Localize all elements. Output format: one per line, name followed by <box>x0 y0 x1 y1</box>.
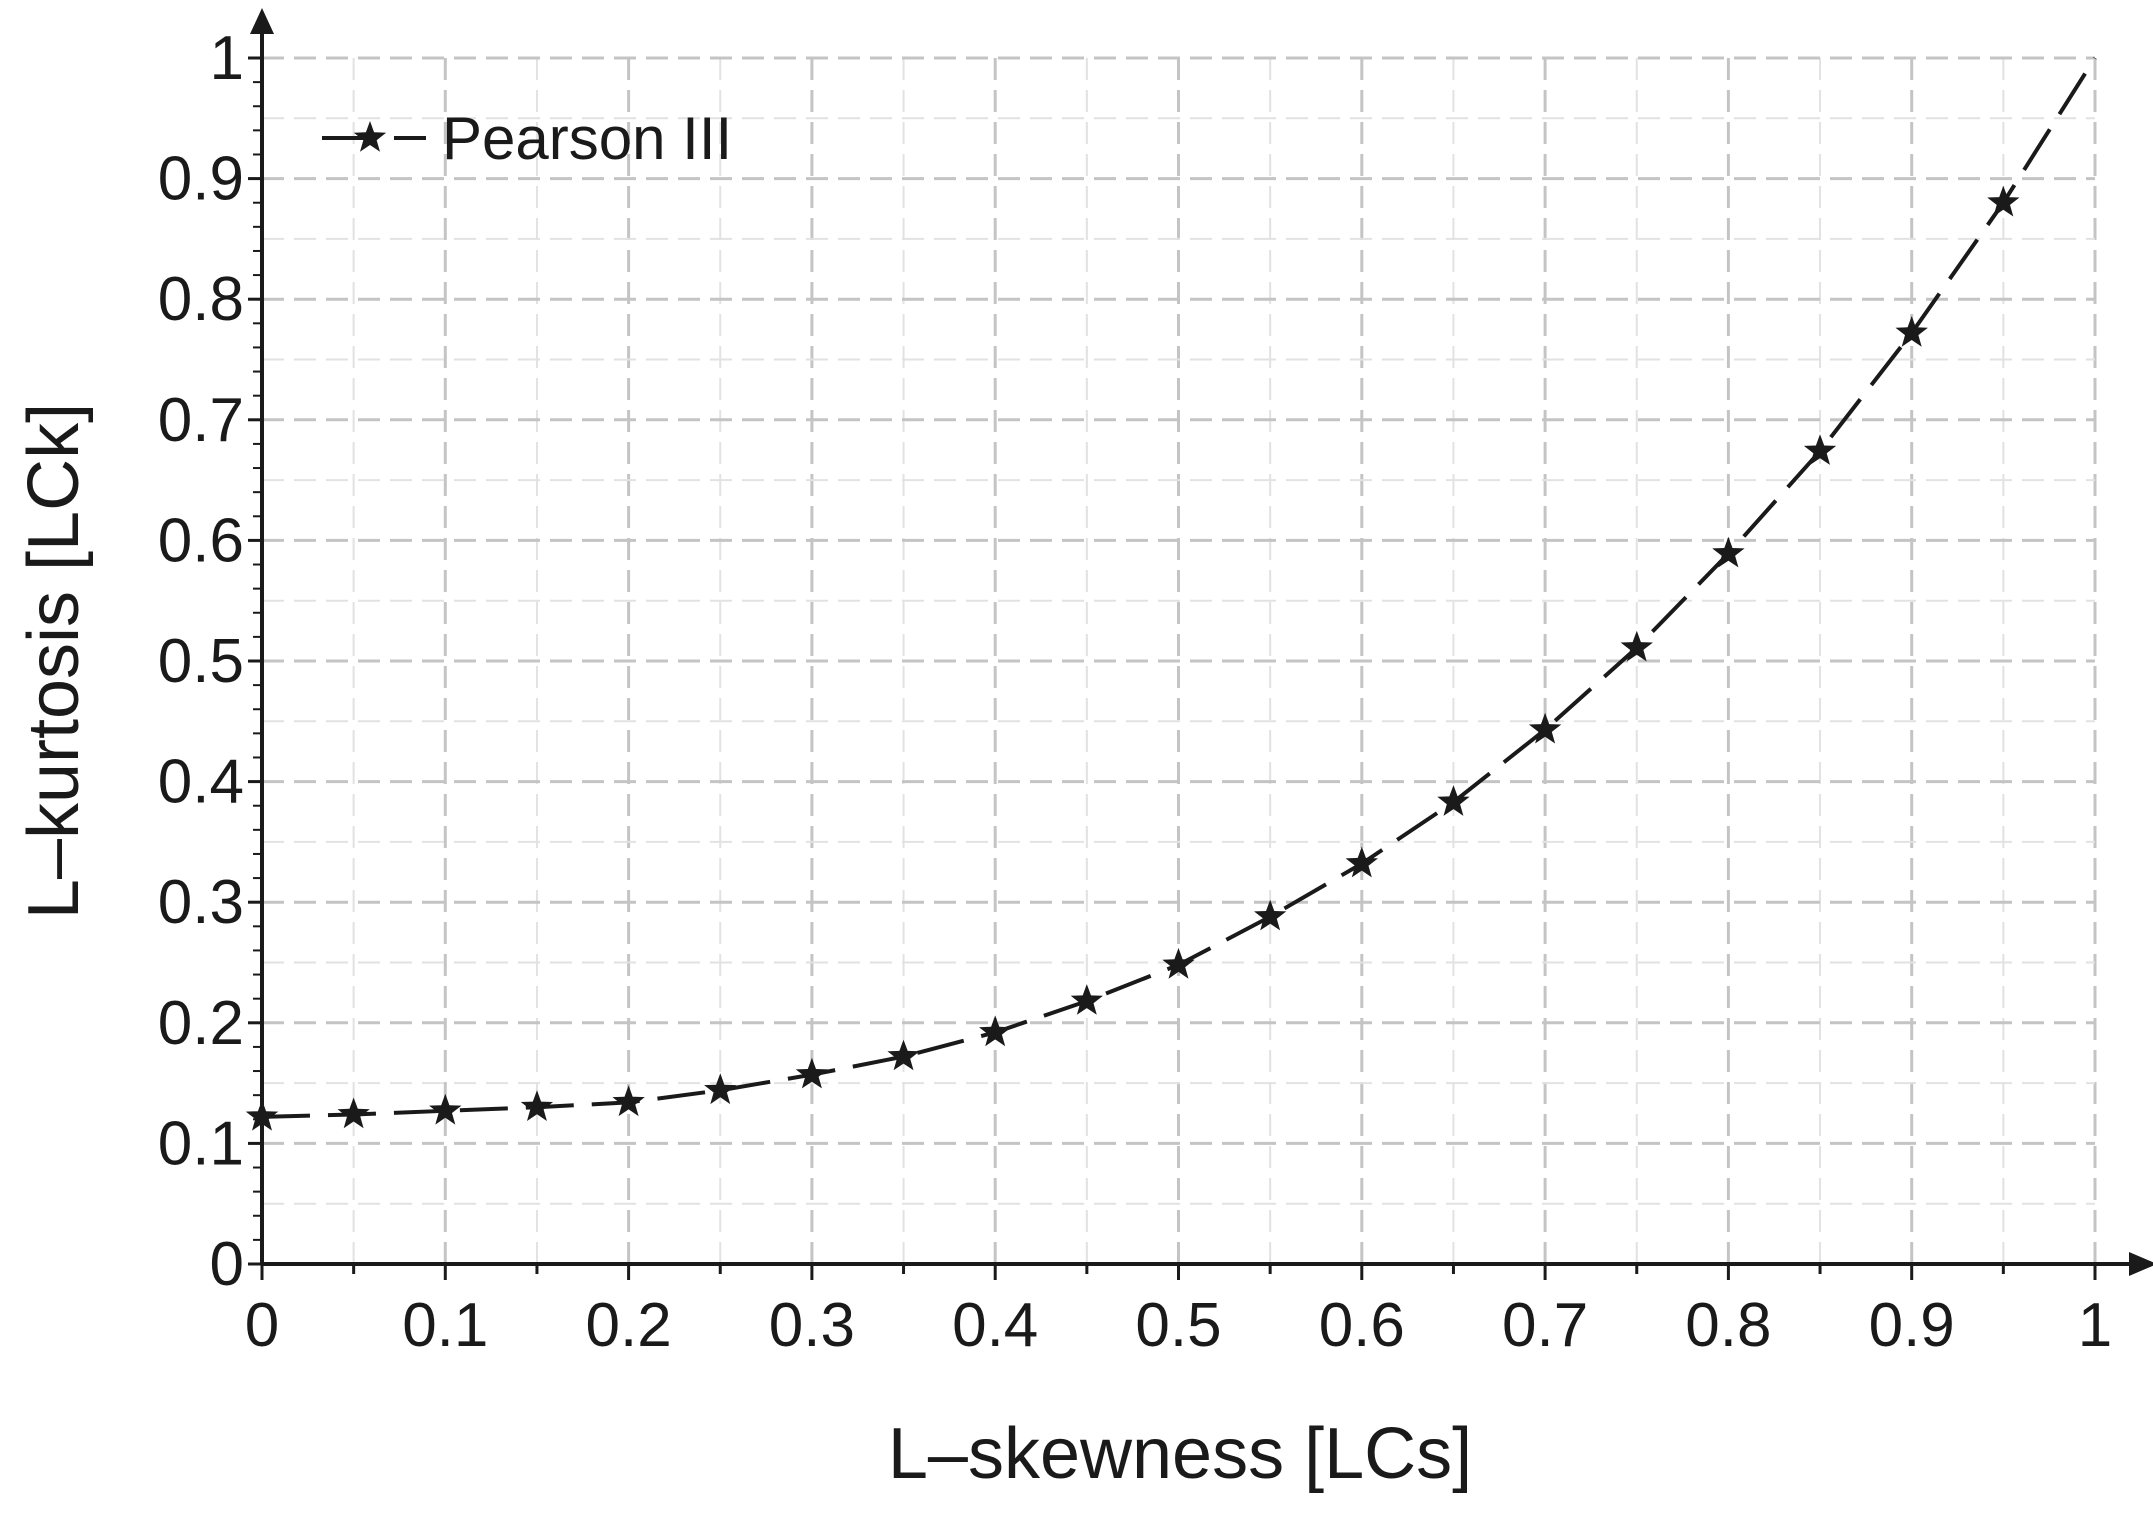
star-marker <box>337 1097 370 1129</box>
ticks-layer: 0 0.1 0.2 0.3 0.4 0.5 0.6 0.7 0.8 0.9 1 0 0.1 0.2 0.3 0… <box>158 24 2112 1360</box>
star-marker <box>429 1093 462 1125</box>
x-tick-label: 0.5 <box>1135 1291 1221 1360</box>
grid-layer <box>262 56 2097 1264</box>
star-marker <box>245 1099 279 1131</box>
x-tick-label: 0.1 <box>402 1291 488 1360</box>
x-axis-title: L–skewness [LCs] <box>888 1414 1472 1494</box>
axes-layer <box>250 8 2153 1276</box>
y-tick-label: 0 <box>210 1230 244 1299</box>
star-marker <box>795 1057 829 1089</box>
y-tick-label: 1 <box>210 24 244 93</box>
y-tick-label: 0.7 <box>158 386 244 455</box>
star-marker <box>979 1015 1012 1047</box>
star-marker <box>1162 947 1195 979</box>
x-tick-label: 1 <box>2078 1291 2112 1360</box>
x-tick-label: 0 <box>245 1291 279 1360</box>
star-marker <box>1803 434 1837 465</box>
y-tick-label: 0.9 <box>158 145 244 214</box>
x-tick-label: 0.7 <box>1502 1291 1588 1360</box>
x-tick-label: 0.6 <box>1319 1291 1405 1360</box>
legend-star-marker <box>353 121 387 152</box>
x-axis-arrow <box>2129 1252 2153 1276</box>
star-marker <box>887 1039 920 1071</box>
y-tick-label: 0.3 <box>158 868 244 937</box>
x-tick-label: 0.2 <box>585 1291 671 1360</box>
star-marker <box>1895 316 1928 347</box>
star-marker <box>1620 630 1653 662</box>
y-tick-label: 0.4 <box>158 748 244 817</box>
y-axis-title: L–kurtosis [LCk] <box>14 403 94 919</box>
star-marker <box>1254 899 1287 931</box>
star-marker <box>520 1090 554 1121</box>
x-tick-label: 0.4 <box>952 1291 1038 1360</box>
y-tick-label: 0.5 <box>158 627 244 696</box>
legend: Pearson III <box>322 105 732 172</box>
y-tick-label: 0.1 <box>158 1109 244 1178</box>
x-tick-label: 0.3 <box>769 1291 855 1360</box>
y-tick-label: 0.2 <box>158 989 244 1058</box>
star-marker <box>1345 846 1378 878</box>
star-marker <box>612 1085 645 1117</box>
star-marker <box>1528 712 1562 744</box>
series-layer <box>245 56 2097 1131</box>
x-tick-label: 0.9 <box>1869 1291 1955 1360</box>
y-axis-arrow <box>250 8 274 34</box>
legend-label-pearson-iii: Pearson III <box>442 105 732 172</box>
x-tick-label: 0.8 <box>1685 1291 1771 1360</box>
star-marker <box>1987 185 2020 217</box>
star-marker <box>1070 984 1103 1015</box>
y-tick-label: 0.6 <box>158 506 244 575</box>
star-marker <box>704 1073 737 1105</box>
star-marker <box>1437 785 1470 816</box>
y-tick-label: 0.8 <box>158 265 244 334</box>
star-marker <box>1712 536 1745 568</box>
